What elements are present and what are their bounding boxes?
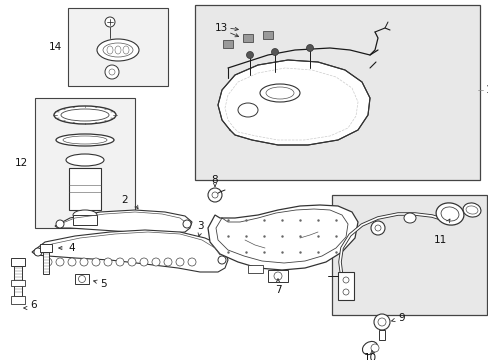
Ellipse shape — [462, 203, 480, 217]
Circle shape — [246, 51, 253, 58]
Text: 6: 6 — [30, 300, 37, 310]
Bar — [378, 330, 384, 340]
Ellipse shape — [260, 84, 299, 102]
Circle shape — [370, 344, 378, 352]
Bar — [243, 34, 252, 42]
Ellipse shape — [465, 206, 477, 214]
Circle shape — [163, 258, 172, 266]
Bar — [337, 272, 353, 300]
Circle shape — [306, 45, 313, 51]
Text: 13: 13 — [215, 23, 228, 33]
Circle shape — [271, 49, 278, 55]
Text: 5: 5 — [100, 279, 106, 289]
Bar — [68, 8, 168, 86]
Ellipse shape — [97, 39, 139, 61]
Circle shape — [109, 69, 115, 75]
Ellipse shape — [107, 46, 113, 54]
Circle shape — [176, 258, 183, 266]
Circle shape — [79, 275, 85, 283]
Text: 1: 1 — [485, 85, 488, 95]
Ellipse shape — [103, 43, 133, 57]
Ellipse shape — [63, 136, 107, 144]
Ellipse shape — [362, 341, 377, 355]
Circle shape — [92, 258, 100, 266]
Circle shape — [218, 256, 225, 264]
Ellipse shape — [73, 210, 97, 220]
Text: 3: 3 — [196, 221, 203, 231]
Bar — [195, 5, 479, 180]
Bar — [331, 195, 486, 315]
Circle shape — [207, 188, 222, 202]
Ellipse shape — [56, 134, 114, 146]
Bar — [35, 98, 135, 228]
Polygon shape — [207, 205, 357, 270]
Bar — [11, 258, 25, 266]
Text: 8: 8 — [211, 175, 218, 185]
Ellipse shape — [54, 106, 116, 124]
Polygon shape — [55, 210, 192, 234]
Circle shape — [273, 272, 282, 280]
Bar — [263, 31, 272, 39]
Circle shape — [370, 221, 384, 235]
Text: 2: 2 — [122, 195, 128, 205]
Ellipse shape — [61, 109, 109, 121]
Circle shape — [34, 248, 42, 256]
Ellipse shape — [66, 154, 104, 166]
Text: 12: 12 — [15, 158, 28, 168]
Bar — [75, 274, 89, 284]
Circle shape — [116, 258, 124, 266]
Text: 11: 11 — [432, 235, 446, 245]
Bar — [40, 244, 52, 252]
Circle shape — [183, 220, 191, 228]
Bar — [69, 168, 101, 210]
Circle shape — [374, 225, 380, 231]
Ellipse shape — [265, 87, 293, 99]
Ellipse shape — [238, 103, 258, 117]
Circle shape — [373, 314, 389, 330]
Bar — [73, 215, 97, 225]
Circle shape — [342, 289, 348, 295]
Ellipse shape — [123, 46, 129, 54]
Circle shape — [104, 258, 112, 266]
Ellipse shape — [435, 203, 463, 225]
Circle shape — [152, 258, 160, 266]
Text: 10: 10 — [363, 353, 376, 360]
Circle shape — [377, 318, 385, 326]
Circle shape — [80, 258, 88, 266]
Bar — [247, 265, 263, 273]
Bar — [223, 40, 232, 48]
Bar — [11, 280, 25, 286]
Circle shape — [56, 258, 64, 266]
Circle shape — [105, 17, 115, 27]
Circle shape — [56, 220, 64, 228]
Circle shape — [68, 258, 76, 266]
Bar — [267, 270, 287, 282]
Ellipse shape — [440, 207, 458, 221]
Circle shape — [212, 192, 218, 198]
Circle shape — [140, 258, 148, 266]
Circle shape — [342, 277, 348, 283]
Circle shape — [128, 258, 136, 266]
Bar — [43, 252, 49, 274]
Polygon shape — [218, 60, 369, 145]
Polygon shape — [32, 230, 227, 272]
Ellipse shape — [403, 213, 415, 223]
Text: 9: 9 — [397, 313, 404, 323]
Circle shape — [44, 258, 52, 266]
Bar — [11, 296, 25, 304]
Circle shape — [105, 65, 119, 79]
Bar — [14, 266, 22, 296]
Text: 7: 7 — [274, 285, 281, 295]
Ellipse shape — [115, 46, 121, 54]
Text: 14: 14 — [49, 42, 62, 52]
Circle shape — [187, 258, 196, 266]
Text: 4: 4 — [68, 243, 75, 253]
